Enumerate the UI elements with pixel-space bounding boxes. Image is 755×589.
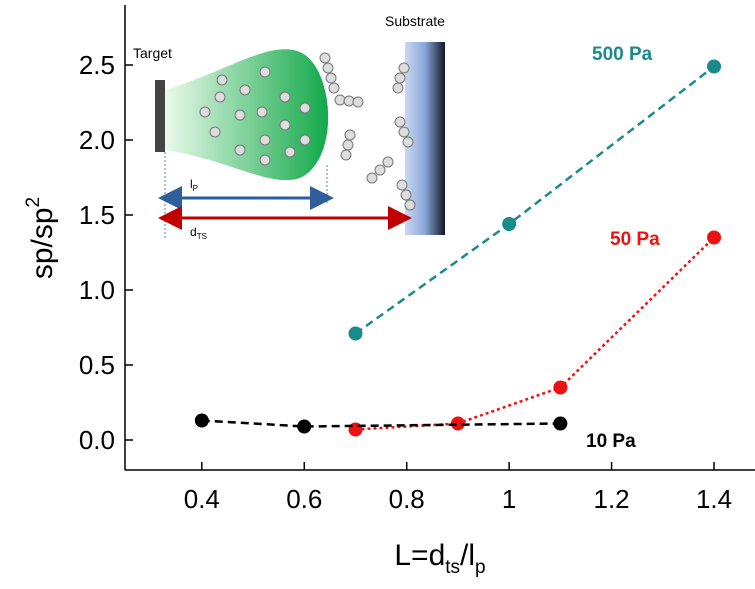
y-label-main: sp/sp	[26, 207, 59, 279]
y-tick-label: 0.5	[79, 350, 115, 380]
y-axis-label: sp/sp2	[23, 197, 59, 279]
y-tick-label: 2.5	[79, 50, 115, 80]
x-tick-label: 0.6	[286, 484, 322, 514]
data-point	[348, 327, 362, 341]
x-label-sub: p	[475, 557, 486, 578]
dts-label: dTS	[190, 225, 207, 241]
data-point	[297, 420, 311, 434]
x-label-part: L=d	[394, 539, 445, 572]
series-label: 50 Pa	[610, 229, 660, 250]
lp-sub: P	[193, 184, 198, 193]
x-tick-label: 1	[502, 484, 516, 514]
substrate-label: Substrate	[385, 13, 445, 29]
x-label-part: /l	[460, 539, 475, 572]
data-point	[553, 417, 567, 431]
y-tick-label: 0.0	[79, 425, 115, 455]
data-point	[707, 60, 721, 74]
y-tick-label: 2.0	[79, 125, 115, 155]
dts-sub: TS	[197, 232, 207, 241]
series-line	[202, 421, 561, 427]
series-label: 10 Pa	[586, 431, 636, 452]
x-tick-label: 0.4	[184, 484, 220, 514]
x-tick-label: 0.8	[389, 484, 425, 514]
x-tick-label: 1.2	[594, 484, 630, 514]
dts-main: d	[190, 225, 197, 239]
series-label: 500 Pa	[592, 44, 653, 65]
y-tick-label: 1.5	[79, 200, 115, 230]
data-point	[502, 217, 516, 231]
x-axis-label: L=dts/lp	[394, 539, 485, 578]
lp-label: lP	[190, 177, 198, 193]
y-tick-label: 1.0	[79, 275, 115, 305]
y-label-sup: 2	[23, 197, 44, 208]
target-plate	[155, 80, 165, 152]
target-label: Target	[133, 45, 172, 61]
chart: Target Substrate lP dTS sp/sp2 L=dts/lp …	[0, 0, 755, 589]
inset-diagram: Target Substrate lP dTS	[133, 13, 445, 241]
series-line	[355, 238, 714, 430]
data-point	[195, 414, 209, 428]
x-label-sub: ts	[445, 557, 460, 578]
x-tick-label: 1.4	[696, 484, 732, 514]
plume	[165, 49, 328, 180]
data-point	[553, 381, 567, 395]
data-point	[707, 231, 721, 245]
